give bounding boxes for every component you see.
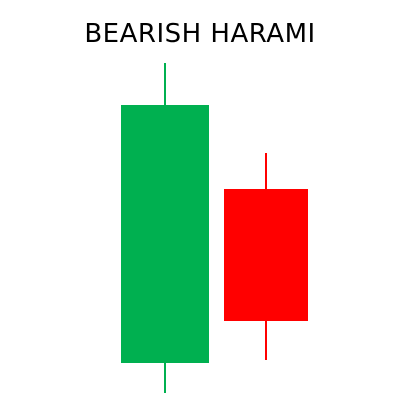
bearish-candle: [224, 153, 308, 360]
bearish-candle-body: [224, 189, 308, 321]
bullish-candle-body: [121, 105, 209, 363]
bullish-candle: [121, 63, 209, 393]
diagram-title: BEARISH HARAMI: [84, 19, 316, 49]
